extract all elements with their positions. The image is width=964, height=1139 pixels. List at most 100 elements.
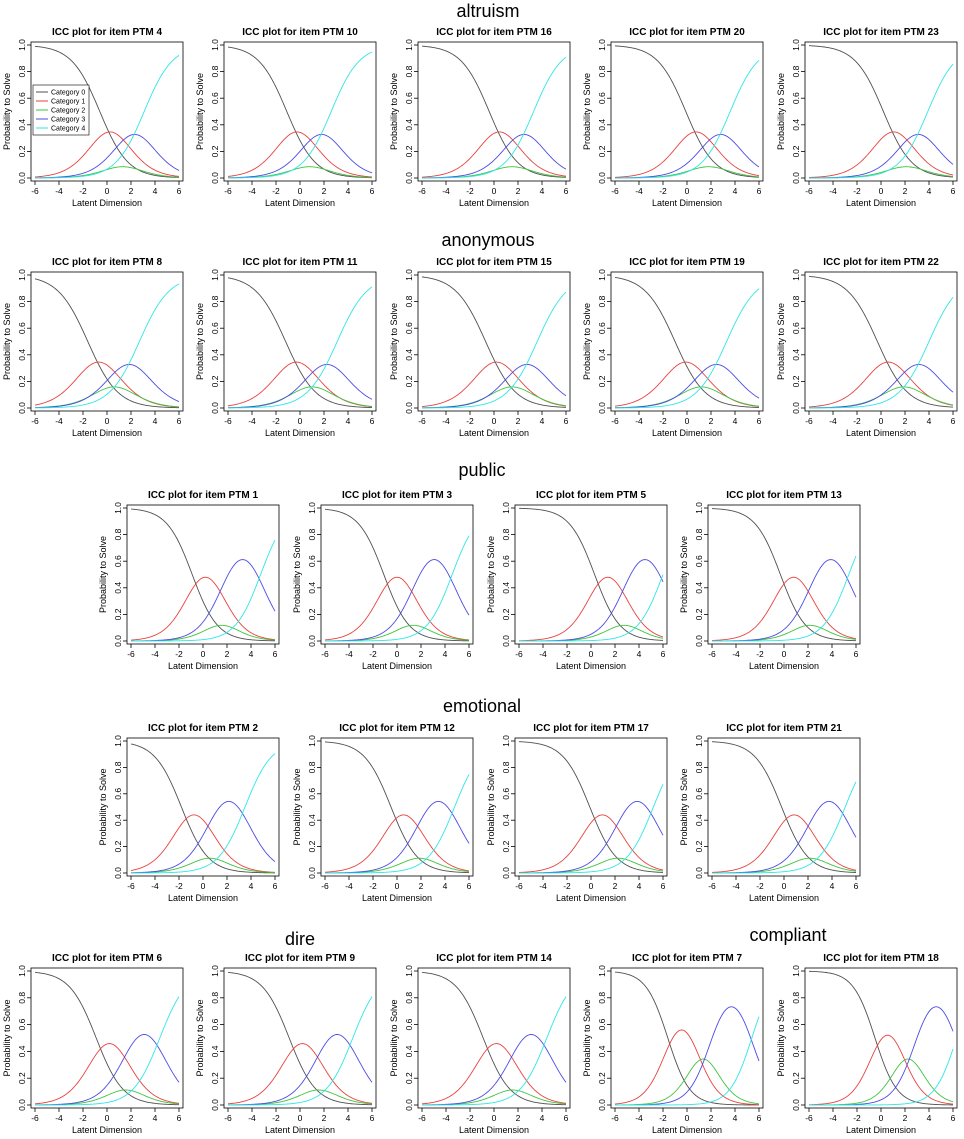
y-tick-label: 0.0	[501, 635, 511, 647]
x-tick-label: 2	[322, 186, 327, 196]
x-tick-label: -6	[31, 186, 39, 196]
legend-entry: Category 1	[51, 99, 85, 106]
y-axis-label: Probability to Solve	[195, 73, 205, 150]
x-tick-label: -2	[756, 881, 764, 891]
x-axis-label: Latent Dimension	[168, 893, 238, 903]
x-tick-label: -4	[732, 881, 740, 891]
x-axis-label: Latent Dimension	[749, 661, 819, 671]
y-tick-label: 0.2	[694, 608, 704, 620]
series-line-category-1	[421, 131, 567, 178]
plot-frame	[30, 271, 184, 412]
y-axis-label: Probability to Solve	[679, 536, 689, 613]
x-tick-label: 2	[419, 649, 424, 659]
x-tick-label: -4	[442, 186, 450, 196]
x-tick-label: -4	[151, 881, 159, 891]
y-tick-label: 0.0	[597, 172, 607, 184]
y-tick-label: 0.6	[597, 92, 607, 104]
series-line-category-1	[421, 1043, 567, 1105]
x-tick-label: 0	[105, 416, 110, 426]
y-tick-label: 0.4	[113, 582, 123, 594]
x-tick-label: 4	[733, 416, 738, 426]
chart-title: ICC plot for item PTM 16	[436, 27, 552, 38]
series-line-category-0	[34, 278, 180, 409]
x-tick-label: -6	[708, 649, 716, 659]
x-axis-label: Latent Dimension	[362, 661, 432, 671]
x-tick-label: -6	[515, 881, 523, 891]
y-tick-label: 0.4	[597, 1045, 607, 1057]
x-tick-label: 2	[903, 1113, 908, 1123]
y-tick-label: 0.0	[597, 402, 607, 414]
series-line-category-1	[34, 361, 180, 408]
chart-panel: ICC plot for item PTM 1 -6 -4 -2 0 2 4 6 0.0 0.2 0…	[98, 490, 280, 671]
series-line-category-2	[422, 166, 567, 179]
y-tick-label: 0.4	[404, 119, 414, 131]
legend-entry: Category 0	[51, 90, 85, 97]
y-tick-label: 1.0	[307, 502, 317, 514]
x-tick-label: -6	[418, 1113, 426, 1123]
series-line-category-3	[809, 133, 954, 179]
y-tick-label: 0.4	[404, 349, 414, 361]
chart-panel: ICC plot for item PTM 5 -6 -4 -2 0 2 4 6 0.0 0.2 0…	[486, 490, 668, 671]
x-tick-label: 6	[467, 881, 472, 891]
series-line-category-3	[34, 133, 180, 179]
plot-frame	[804, 967, 958, 1109]
y-axis-label: Probability to Solve	[582, 73, 592, 150]
y-tick-label: 0.6	[404, 1018, 414, 1030]
x-tick-label: 4	[540, 416, 545, 426]
y-tick-label: 0.6	[17, 1018, 27, 1030]
series-line-category-4	[35, 283, 180, 409]
x-tick-label: -4	[829, 186, 837, 196]
x-tick-label: -4	[539, 881, 547, 891]
y-tick-label: 0.0	[307, 867, 317, 879]
y-tick-label: 0.4	[404, 1045, 414, 1057]
x-tick-label: -6	[418, 416, 426, 426]
y-tick-label: 1.0	[17, 39, 27, 51]
series-line-category-0	[711, 508, 857, 642]
chart-panel: ICC plot for item PTM 22 -6 -4 -2 0 2 4 6 0.0 0.2…	[776, 257, 958, 438]
plot-frame	[514, 504, 668, 645]
x-tick-label: 6	[467, 649, 472, 659]
x-tick-label: 0	[298, 416, 303, 426]
x-tick-label: -6	[31, 1113, 39, 1123]
x-tick-label: 4	[540, 186, 545, 196]
x-tick-label: -4	[55, 416, 63, 426]
y-tick-label: 0.2	[210, 145, 220, 157]
series-line-category-4	[227, 286, 373, 409]
y-tick-label: 0.2	[791, 1072, 801, 1084]
series-line-category-0	[227, 971, 373, 1106]
y-tick-label: 0.0	[113, 635, 123, 647]
x-tick-label: 6	[564, 186, 569, 196]
y-tick-label: 0.8	[307, 761, 317, 773]
y-tick-label: 1.0	[597, 965, 607, 977]
y-tick-label: 0.2	[791, 145, 801, 157]
x-tick-label: -4	[345, 649, 353, 659]
series-line-category-1	[808, 361, 954, 408]
y-tick-label: 0.6	[597, 322, 607, 334]
x-tick-label: 2	[516, 416, 521, 426]
plot-frame	[804, 41, 958, 182]
x-axis-label: Latent Dimension	[459, 198, 529, 208]
x-tick-label: 0	[201, 649, 206, 659]
x-tick-label: 4	[830, 881, 835, 891]
x-tick-label: -4	[635, 1113, 643, 1123]
series-line-category-4	[131, 540, 276, 642]
series-line-category-2	[519, 624, 664, 642]
x-tick-label: 4	[153, 186, 158, 196]
series-line-category-4	[615, 1016, 760, 1106]
chart-panel: ICC plot for item PTM 15 -6 -4 -2 0 2 4 6 0.0 0.2…	[389, 257, 571, 438]
section-title-compliant: compliant	[749, 925, 826, 945]
series-line-category-0	[518, 507, 664, 641]
chart-title: ICC plot for item PTM 11	[242, 257, 357, 268]
y-tick-label: 0.0	[17, 172, 27, 184]
series-line-category-2	[809, 166, 954, 179]
chart-title: ICC plot for item PTM 12	[339, 723, 455, 734]
x-axis-label: Latent Dimension	[265, 428, 335, 438]
chart-title: ICC plot for item PTM 21	[726, 723, 842, 734]
series-line-category-2	[325, 624, 470, 642]
x-tick-label: 6	[661, 649, 666, 659]
x-tick-label: -6	[805, 186, 813, 196]
y-tick-label: 0.0	[113, 867, 123, 879]
x-tick-label: 4	[153, 416, 158, 426]
x-tick-label: -2	[79, 186, 87, 196]
series-line-category-1	[518, 814, 664, 873]
